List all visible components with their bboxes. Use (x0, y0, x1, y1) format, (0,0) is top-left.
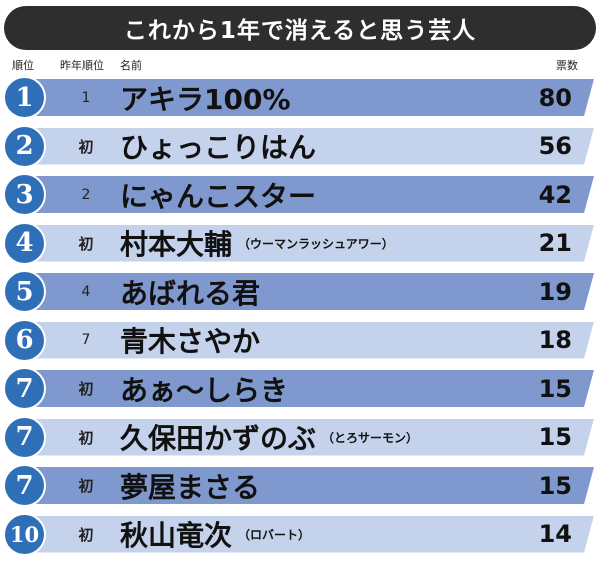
votes-cell: 56 (538, 132, 572, 160)
table-row: 1 1 アキラ100% 80 (0, 76, 600, 119)
rank-badge: 7 (3, 464, 46, 507)
prev-rank-cell: 7 (81, 332, 91, 348)
name-text: 青木さやか (120, 325, 261, 358)
prev-rank-cell: 初 (78, 477, 94, 495)
name-cell: あばれる君 (120, 270, 260, 313)
name-cell: にゃんこスター (120, 173, 316, 216)
row-band (30, 225, 594, 262)
header-votes: 票数 (556, 59, 578, 72)
prev-rank-cell: 初 (78, 525, 94, 544)
row-band (30, 322, 594, 359)
prev-rank-cell: 初 (78, 137, 94, 156)
row-band (30, 176, 594, 213)
table-row: 10 初 秋山竜次 （ロバート） 14 (0, 512, 600, 556)
name-text: 久保田かずのぶ (120, 422, 317, 455)
header-prev-rank: 昨年順位 (60, 59, 104, 72)
votes-cell: 14 (538, 520, 572, 548)
table-row: 3 2 にゃんこスター 42 (0, 173, 600, 216)
votes-cell: 80 (538, 83, 572, 112)
name-note: （ウーマンラッシュアワー） (238, 236, 394, 251)
table-row: 6 7 青木さやか 18 (0, 318, 600, 362)
name-text: あばれる君 (120, 276, 261, 310)
name-text: 夢屋まさる (120, 470, 261, 504)
prev-rank-cell: 初 (78, 380, 94, 398)
rank-badge: 10 (3, 512, 46, 556)
votes-cell: 15 (538, 423, 572, 451)
table-row: 4 初 村本大輔 （ウーマンラッシュアワー） 21 (0, 221, 600, 265)
name-text: あぁ～しらき (120, 373, 289, 407)
prev-rank-cell: 初 (78, 234, 94, 253)
name-cell: 村本大輔 （ウーマンラッシュアワー） (120, 222, 394, 265)
header-name: 名前 (120, 59, 142, 72)
name-cell: アキラ100% (120, 76, 291, 119)
name-text: アキラ100% (120, 82, 291, 116)
prev-rank-cell: 4 (81, 283, 91, 300)
prev-rank-cell: 初 (78, 428, 94, 447)
table-row: 7 初 夢屋まさる 15 (0, 464, 600, 507)
prev-rank-cell: 1 (81, 89, 91, 106)
row-band (30, 419, 594, 456)
rank-badge: 4 (3, 221, 46, 265)
table-row: 7 初 久保田かずのぶ （とろサーモン） 15 (0, 415, 600, 459)
rank-badge: 7 (3, 367, 46, 410)
votes-cell: 42 (538, 180, 572, 209)
votes-cell: 19 (538, 277, 572, 306)
row-band (30, 370, 594, 407)
votes-cell: 15 (538, 374, 572, 403)
votes-cell: 18 (538, 326, 572, 354)
table-row: 2 初 ひょっこりはん 56 (0, 124, 600, 168)
name-cell: ひょっこりはん (120, 125, 316, 168)
rank-badge: 1 (3, 76, 46, 119)
header-rank: 順位 (12, 59, 34, 72)
table-row: 7 初 あぁ～しらき 15 (0, 367, 600, 410)
name-cell: 久保田かずのぶ （とろサーモン） (120, 416, 418, 459)
votes-cell: 15 (538, 471, 572, 500)
row-band (30, 273, 594, 310)
rank-badge: 3 (3, 173, 46, 216)
rank-badge: 5 (3, 270, 46, 313)
name-note: （ロバート） (238, 527, 311, 542)
name-text: 秋山竜次 (120, 519, 233, 552)
name-cell: あぁ～しらき (120, 367, 288, 410)
row-band (30, 128, 594, 165)
row-band (30, 516, 594, 553)
chart-title: これから1年で消えると思う芸人 (4, 6, 596, 50)
name-note: （とろサーモン） (322, 430, 419, 445)
table-row: 5 4 あばれる君 19 (0, 270, 600, 313)
name-text: 村本大輔 (120, 228, 233, 261)
name-cell: 秋山竜次 （ロバート） (120, 513, 310, 556)
name-cell: 青木さやか (120, 319, 260, 362)
rank-badge: 2 (3, 124, 46, 168)
name-text: にゃんこスター (120, 179, 317, 213)
row-band (30, 467, 594, 504)
name-text: ひょっこりはん (120, 131, 317, 164)
votes-cell: 21 (538, 229, 572, 257)
name-cell: 夢屋まさる (120, 464, 260, 507)
rank-badge: 6 (3, 318, 46, 362)
rank-badge: 7 (3, 415, 46, 459)
row-band (30, 79, 594, 116)
prev-rank-cell: 2 (81, 186, 91, 203)
